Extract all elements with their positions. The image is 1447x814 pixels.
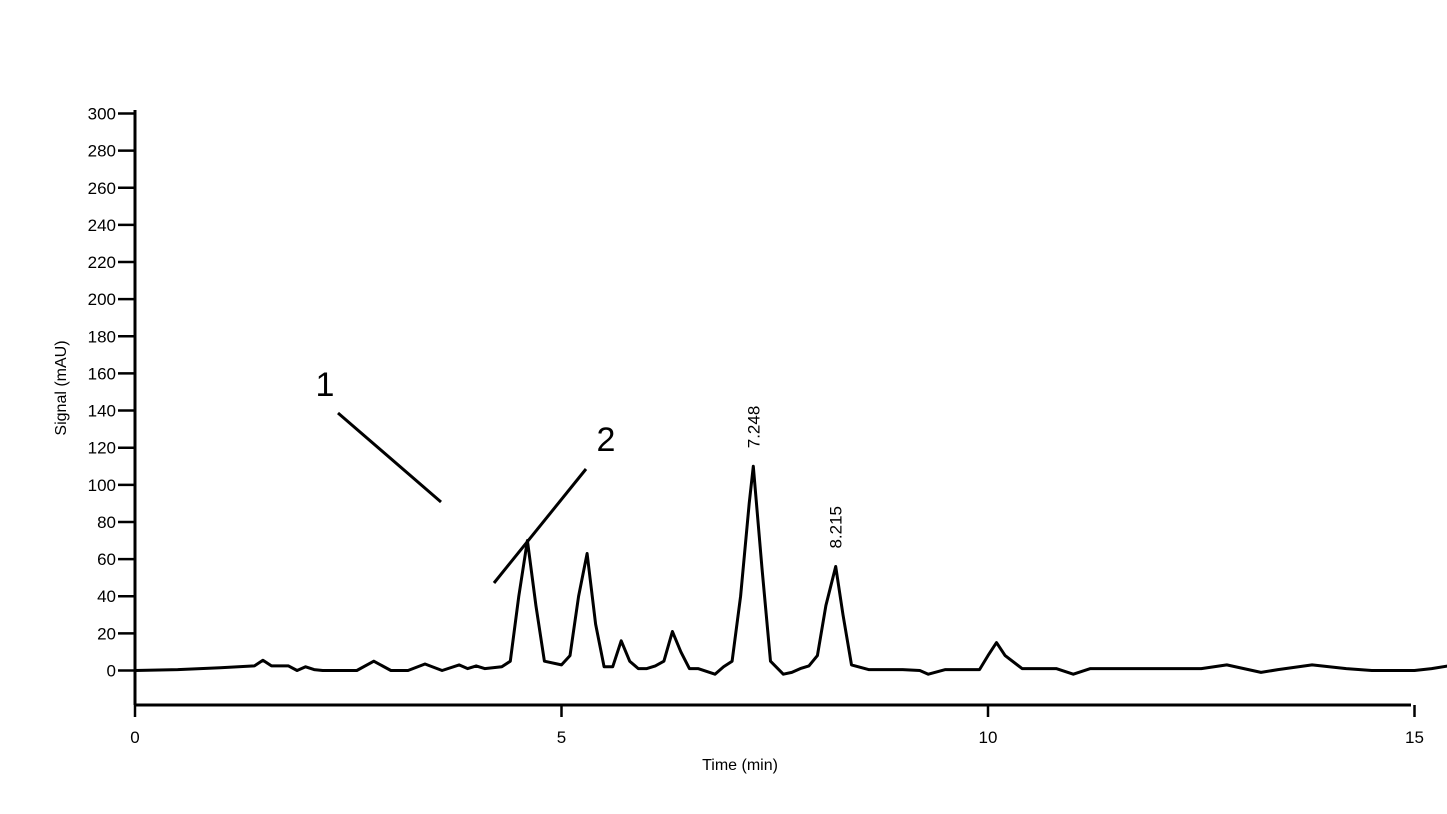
x-tick-label: 15 xyxy=(1405,728,1424,747)
peak-callout-number: 2 xyxy=(597,421,616,459)
x-axis: 0510152025 xyxy=(130,703,1424,747)
y-tick-label: 0 xyxy=(107,662,116,681)
y-tick-label: 100 xyxy=(88,476,116,495)
y-tick-label: 300 xyxy=(88,104,116,123)
y-tick-label: 160 xyxy=(88,364,116,383)
y-tick-label: 140 xyxy=(88,402,116,421)
y-tick-label: 40 xyxy=(97,587,116,606)
y-tick-label: 260 xyxy=(88,179,116,198)
y-tick-label: 180 xyxy=(88,327,116,346)
y-tick-label: 200 xyxy=(88,290,116,309)
annotations: 7.248 8.215 1 2 xyxy=(316,366,846,584)
peak-callout-number: 1 xyxy=(316,366,335,404)
y-tick-label: 20 xyxy=(97,624,116,643)
signal-trace xyxy=(134,464,1447,676)
y-tick-label: 280 xyxy=(88,142,116,161)
x-tick-label: 5 xyxy=(557,728,566,747)
x-tick-label: 0 xyxy=(130,728,139,747)
peak-retention-label: 8.215 xyxy=(827,506,846,549)
y-tick-label: 220 xyxy=(88,253,116,272)
y-axis-title: Signal (mAU) xyxy=(53,340,70,435)
y-tick-label: 60 xyxy=(97,550,116,569)
callout-leader-line xyxy=(337,411,442,504)
callout-leader-line xyxy=(492,468,588,584)
x-axis-title: Time (min) xyxy=(702,757,778,774)
y-tick-label: 120 xyxy=(88,439,116,458)
y-tick-label: 240 xyxy=(88,216,116,235)
plot-area xyxy=(134,464,1447,676)
x-tick-label: 10 xyxy=(979,728,998,747)
peak-retention-label: 7.248 xyxy=(744,406,763,449)
y-axis: 0 20 40 60 80 100 120 140 160 180 200 220 240 260 280 3… xyxy=(88,104,137,705)
y-tick-label: 80 xyxy=(97,513,116,532)
